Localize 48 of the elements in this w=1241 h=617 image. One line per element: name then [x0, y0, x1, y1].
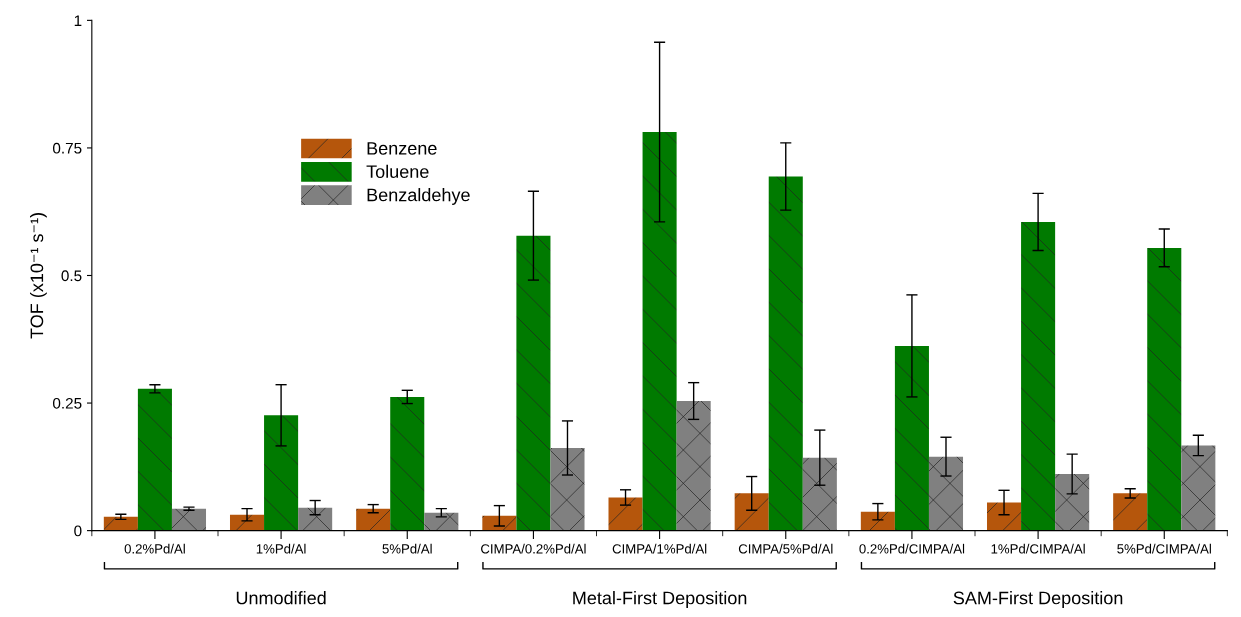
bar [264, 415, 299, 531]
bar [171, 508, 207, 531]
bar [424, 512, 459, 531]
bar [356, 508, 391, 531]
y-tick-label: 0.25 [52, 397, 82, 409]
bar [894, 345, 929, 531]
x-tick-label: CIMPA/5%Pd/Al [738, 543, 833, 554]
bar [608, 497, 643, 531]
bar [1113, 493, 1148, 531]
bar [103, 516, 138, 531]
bar [298, 507, 333, 531]
bar [550, 447, 585, 531]
legend-label: Toluene [366, 164, 429, 179]
x-tick-label: 0.2%Pd/CIMPA/Al [859, 543, 965, 554]
x-tick-label: CIMPA/1%Pd/Al [612, 543, 707, 554]
bar [768, 176, 803, 531]
bar [860, 511, 895, 531]
x-tick-label: 0.2%Pd/Al [124, 543, 185, 554]
bar [642, 132, 677, 531]
bar [928, 456, 964, 531]
bar [516, 235, 551, 531]
bar [1021, 221, 1056, 531]
text: SAM-First Deposition [953, 591, 1123, 608]
bar [1181, 445, 1216, 531]
text: Unmodified [236, 591, 326, 605]
x-tick-label: CIMPA/0.2%Pd/Al [481, 543, 586, 554]
y-axis-title: TOF (x10⁻¹ s⁻¹) [29, 213, 47, 339]
bar [137, 388, 172, 531]
text: Metal-First Deposition [573, 591, 747, 608]
y-tick-label: 0.75 [52, 142, 82, 154]
x-tick-label: 1%Pd/Al [256, 543, 306, 554]
x-tick-label: 5%Pd/CIMPA/Al [1117, 543, 1211, 554]
bar [802, 457, 837, 531]
y-tick-label: 1 [74, 15, 82, 26]
y-tick-label: 0.5 [61, 270, 82, 282]
bar [734, 493, 769, 531]
legend-label: Benzene [367, 142, 437, 155]
x-tick-label: 1%Pd/CIMPA/Al [991, 543, 1085, 554]
x-tick-label: 5%Pd/Al [382, 543, 432, 554]
bar [1055, 473, 1090, 531]
legend-label: Benzaldehye [367, 188, 470, 205]
y-tick-label: 0 [74, 525, 82, 537]
bar [1147, 247, 1182, 531]
bar [390, 396, 425, 531]
bar [482, 515, 517, 531]
bar [987, 502, 1022, 531]
bar [229, 514, 265, 531]
bar [676, 401, 711, 531]
